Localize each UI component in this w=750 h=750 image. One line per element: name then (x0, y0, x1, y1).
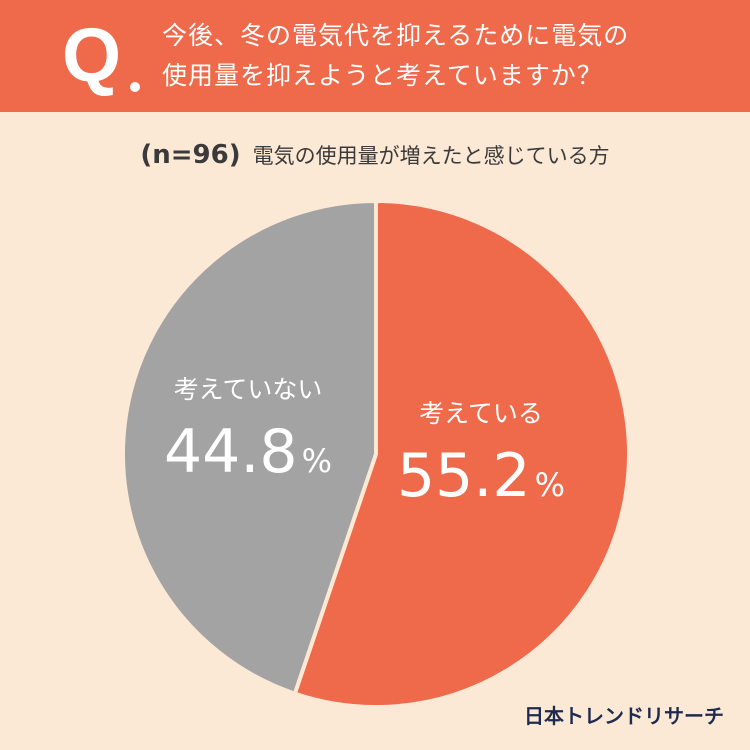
slice-value-yes: 55.2% (397, 441, 565, 511)
pie-slice-yes (292, 199, 631, 709)
brand-logo: 日本トレンドリサーチ (524, 704, 724, 728)
slice-value-no: 44.8% (164, 417, 332, 487)
slice-label-no: 考えていない (174, 375, 323, 404)
pie-labels: 考えている 55.2 % 考えていない 44.8% (164, 375, 565, 511)
respondent-description: 電気の使用量が増えたと感じている方 (252, 144, 610, 168)
question-line-1: 今後、冬の電気代を抑えるために電気の (162, 21, 630, 50)
question-banner: Q 今後、冬の電気代を抑えるために電気の 使用量を抑えようと考えていますか？ (0, 0, 750, 112)
sample-size: (n=96) (140, 140, 241, 170)
q-dot (130, 82, 140, 92)
question-line-2: 使用量を抑えようと考えていますか？ (162, 61, 603, 90)
pie-slices (121, 199, 631, 709)
slice-label-yes: 考えている (419, 399, 543, 428)
chart-subtitle: (n=96) 電気の使用量が増えたと感じている方 (0, 140, 750, 170)
q-letter: Q (62, 13, 122, 98)
pie-slice-no (121, 199, 378, 696)
